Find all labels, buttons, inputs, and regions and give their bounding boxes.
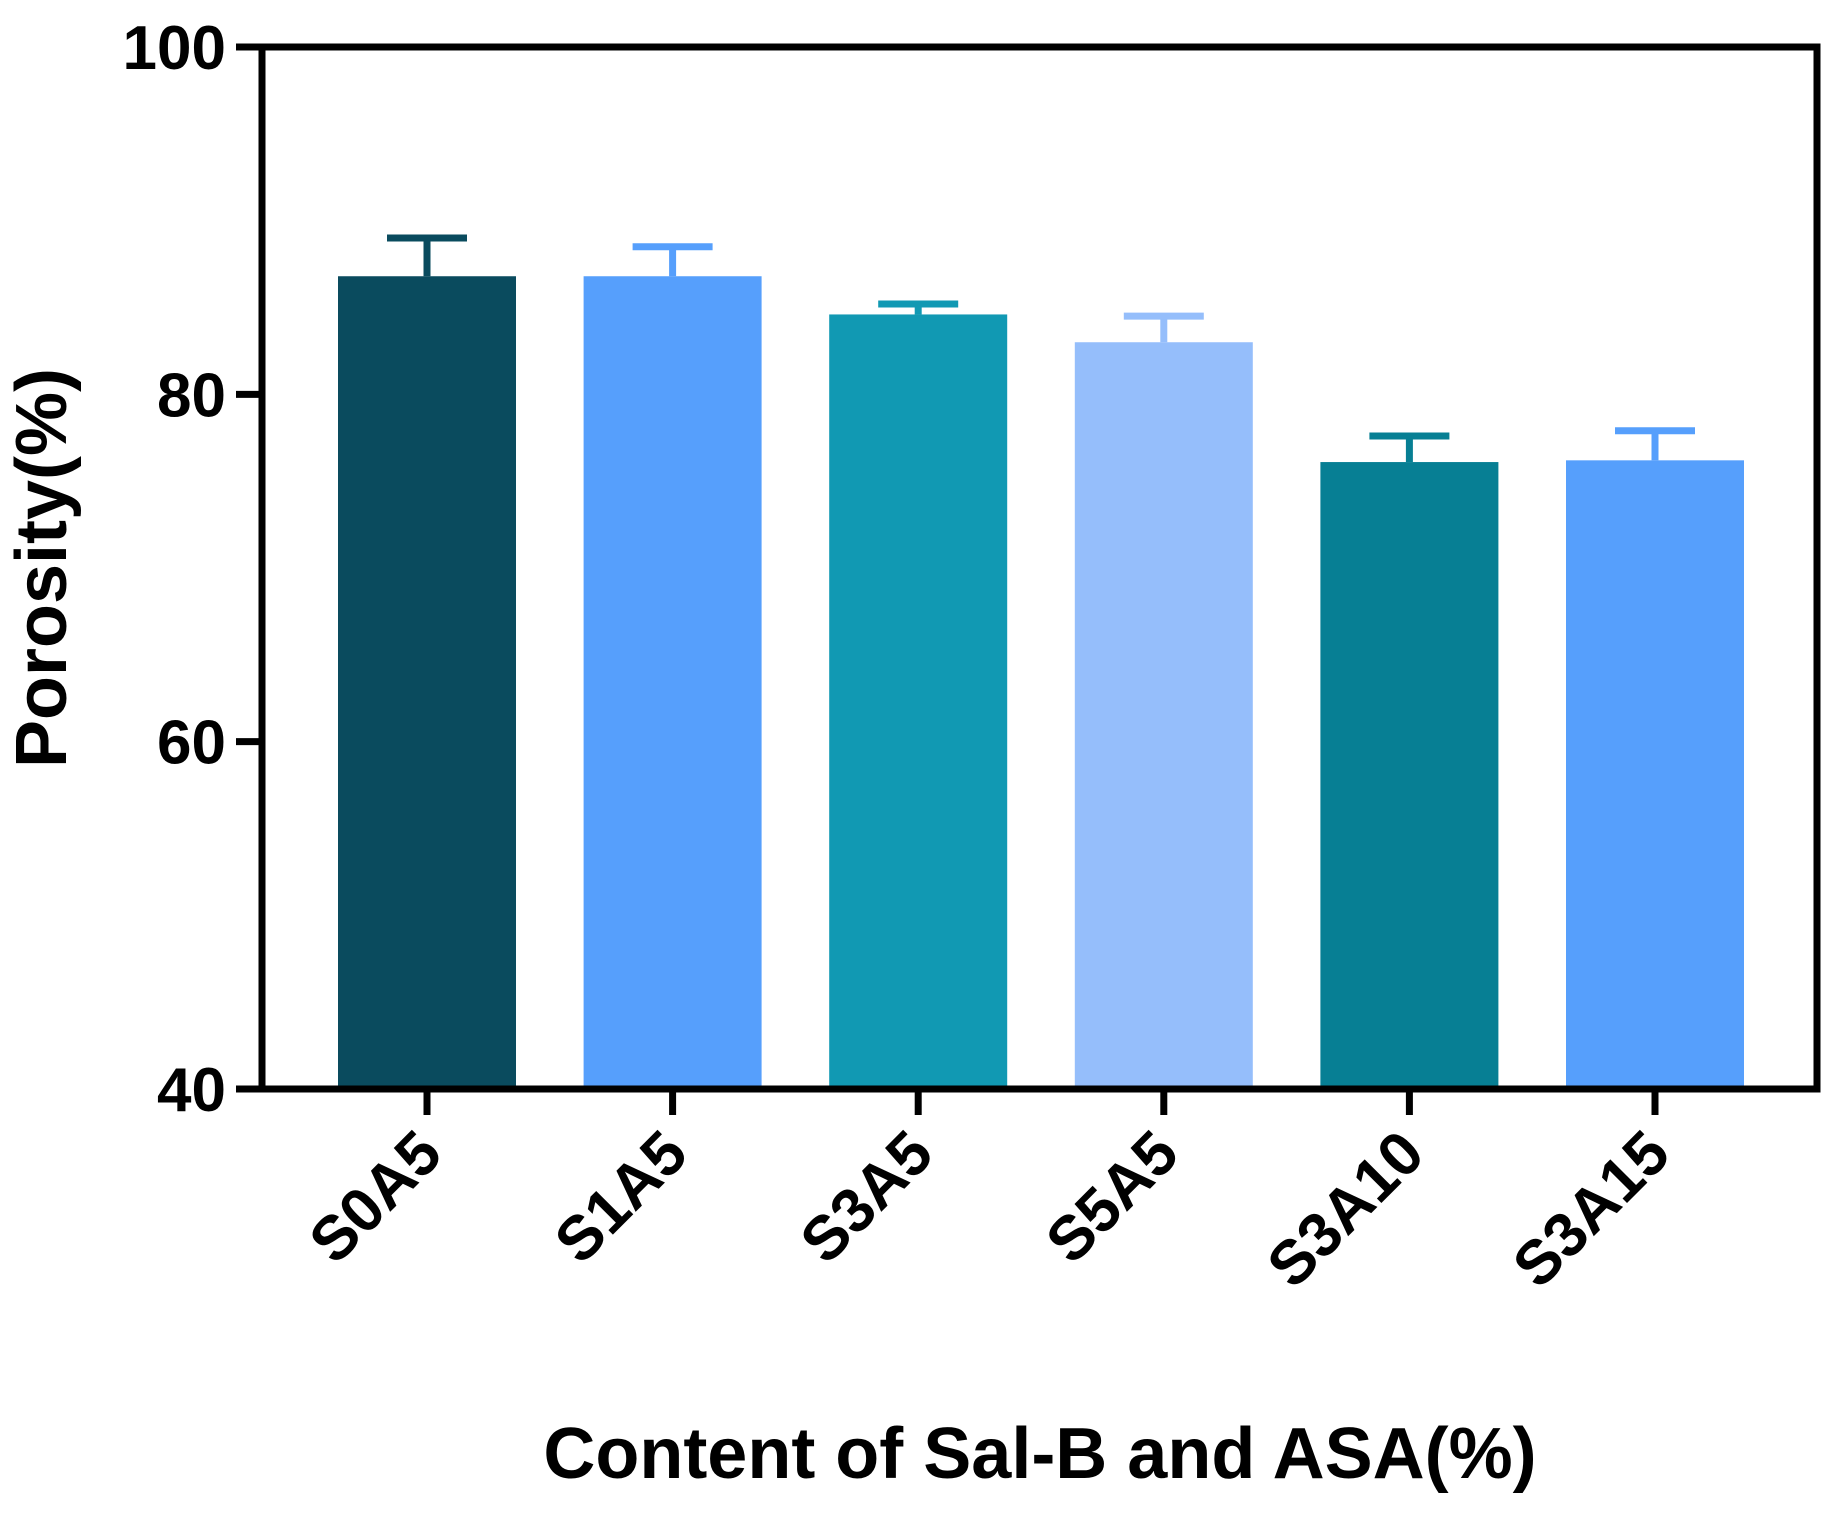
bar-s3a5 <box>829 314 1008 1089</box>
bars-layer <box>338 276 1744 1089</box>
y-tick-label: 80 <box>157 361 226 430</box>
bar-s5a5 <box>1074 342 1253 1089</box>
x-tick-labels: S0A5 S1A5 S3A5 S5A5 S3A10 S3A15 <box>296 1118 1682 1301</box>
bar-s3a15 <box>1566 460 1744 1089</box>
y-axis-title: Porosity(%) <box>2 368 82 768</box>
x-tick-label: S1A5 <box>542 1118 700 1276</box>
error-bar-s3a5 <box>878 300 959 315</box>
error-bar-s5a5 <box>1123 312 1204 343</box>
x-axis-title: Content of Sal-B and ASA(%) <box>543 1414 1536 1494</box>
plot-frame <box>258 43 1821 1093</box>
error-bar-s1a5 <box>632 243 713 277</box>
x-tick-label: S3A10 <box>1254 1118 1437 1301</box>
error-bars-layer <box>387 234 1695 463</box>
x-tick-label: S3A5 <box>788 1118 946 1276</box>
y-tick-marks <box>236 43 262 1093</box>
bar-s1a5 <box>583 276 762 1089</box>
y-tick-label: 40 <box>157 1056 226 1125</box>
y-tick-label: 60 <box>157 709 226 778</box>
x-tick-label: S5A5 <box>1033 1118 1191 1276</box>
bar-s3a10 <box>1320 462 1499 1089</box>
x-tick-label: S3A15 <box>1500 1118 1683 1301</box>
x-tick-label: S0A5 <box>296 1118 454 1276</box>
error-bar-s3a15 <box>1615 427 1695 461</box>
y-tick-label: 100 <box>123 14 226 83</box>
error-bar-s0a5 <box>387 234 467 277</box>
x-tick-marks <box>423 1089 1659 1115</box>
error-bar-s3a10 <box>1369 432 1450 463</box>
y-tick-labels: 40 60 80 100 <box>123 14 226 1125</box>
bar-s0a5 <box>338 276 516 1089</box>
